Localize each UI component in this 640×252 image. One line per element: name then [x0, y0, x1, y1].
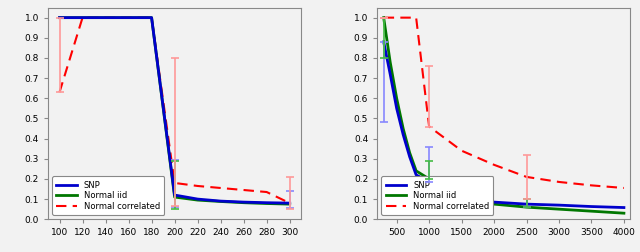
Legend: SNP, Normal iid, Normal correlated: SNP, Normal iid, Normal correlated: [52, 176, 164, 215]
Legend: SNP, Normal iid, Normal correlated: SNP, Normal iid, Normal correlated: [381, 176, 493, 215]
